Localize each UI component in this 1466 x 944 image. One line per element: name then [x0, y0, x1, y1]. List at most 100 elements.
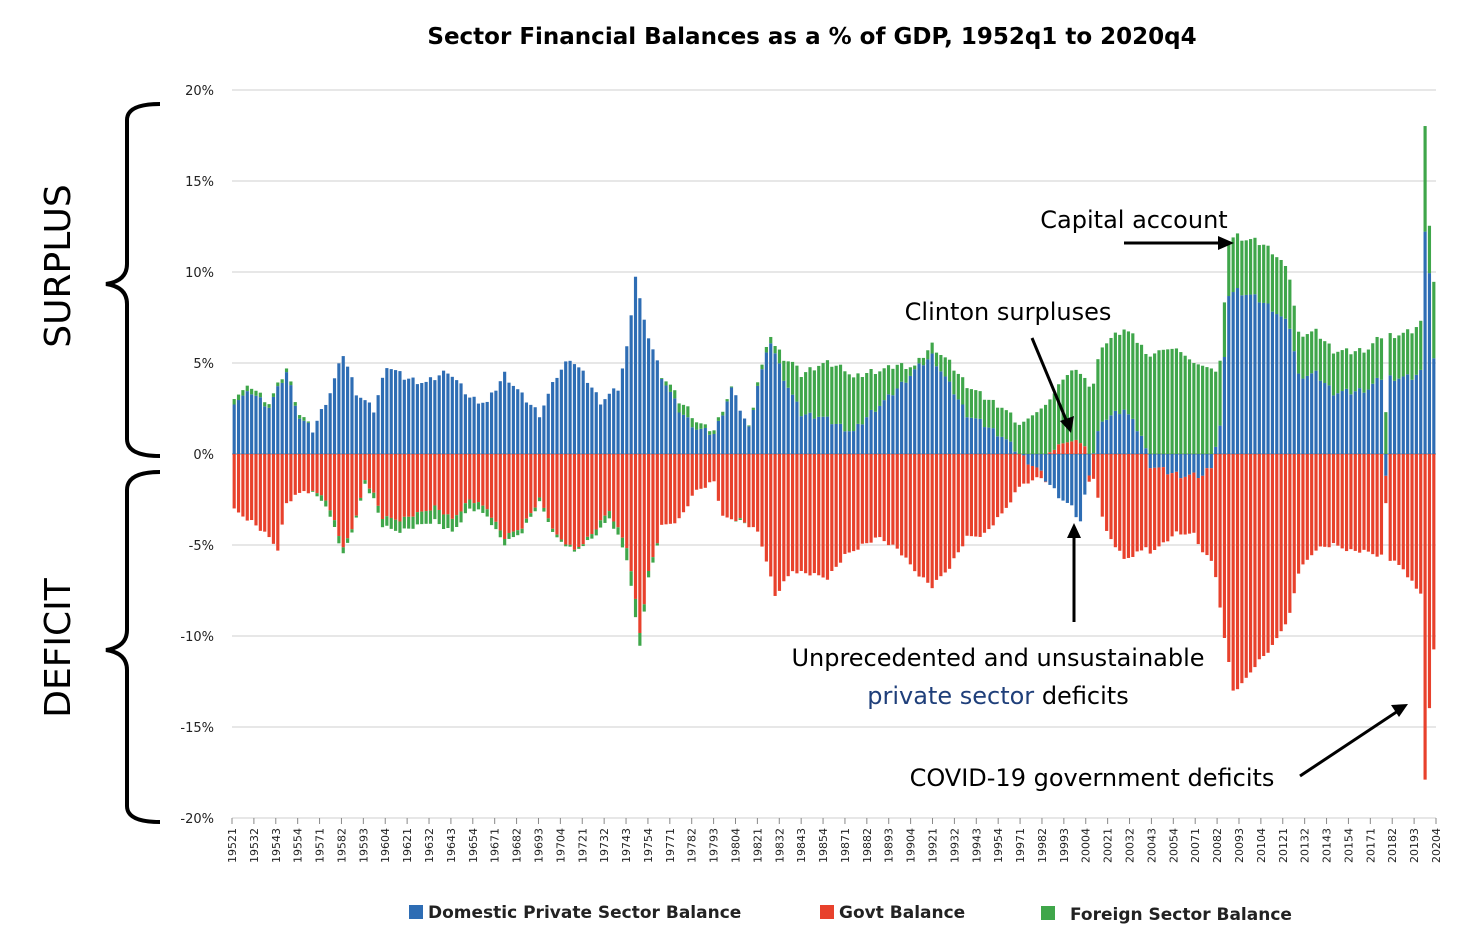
bar-foreign	[817, 365, 821, 417]
bar-foreign	[1275, 257, 1279, 315]
x-tick-label: 19904	[905, 828, 918, 863]
bar-foreign	[607, 511, 611, 519]
bar-govt	[367, 454, 371, 489]
bar-govt	[599, 454, 603, 521]
bar-private	[904, 382, 908, 454]
bar-foreign	[1013, 422, 1017, 452]
legend-swatch-govt	[820, 905, 834, 919]
bar-private	[1100, 421, 1104, 454]
bar-foreign	[777, 349, 782, 364]
bar-foreign	[852, 377, 856, 432]
legend: Domestic Private Sector Balance Govt Bal…	[409, 903, 1292, 925]
bar-foreign	[1126, 331, 1131, 415]
bar-govt	[625, 454, 629, 549]
x-tick-label: 19593	[357, 828, 370, 863]
y-tick-label: 15%	[185, 175, 214, 190]
bar-private	[1009, 441, 1013, 454]
bar-foreign	[747, 425, 751, 427]
y-tick-label: -10%	[180, 630, 214, 645]
x-tick-label: 19604	[379, 828, 392, 863]
bar-foreign	[394, 519, 398, 531]
bar-govt	[1131, 454, 1135, 557]
bar-foreign	[1231, 237, 1235, 293]
bar-private	[298, 418, 302, 454]
bar-govt	[838, 454, 843, 563]
bar-govt	[908, 454, 912, 565]
bar-foreign	[1161, 349, 1165, 454]
bar-govt	[738, 454, 742, 519]
bar-govt	[1052, 449, 1056, 454]
bar-private	[450, 376, 454, 454]
bar-foreign	[786, 361, 790, 388]
bar-foreign	[424, 511, 428, 524]
bar-foreign	[1388, 333, 1392, 376]
x-tick-label: 20004	[1080, 828, 1093, 863]
bar-foreign	[590, 534, 594, 539]
deficit-brace	[105, 470, 161, 824]
bar-private	[943, 376, 947, 454]
bar-private	[1153, 454, 1157, 468]
bar-private	[437, 375, 441, 454]
bar-foreign	[555, 534, 559, 538]
bar-govt	[1384, 475, 1388, 504]
bar-private	[961, 404, 965, 454]
bar-private	[1061, 454, 1065, 501]
bar-foreign	[1091, 383, 1096, 454]
bar-govt	[568, 454, 572, 545]
bar-private	[1406, 374, 1410, 454]
bar-govt	[804, 454, 808, 574]
legend-label-foreign: Foreign Sector Balance	[1070, 905, 1292, 925]
private-sector-deficits-annotation: private sector deficits	[867, 682, 1128, 710]
bar-govt	[1139, 454, 1144, 551]
bar-foreign	[428, 510, 433, 524]
bar-private	[1249, 294, 1253, 454]
bar-private	[1201, 454, 1205, 476]
bar-govt	[258, 454, 262, 531]
bar-private	[1000, 436, 1004, 454]
bar-foreign	[655, 543, 659, 546]
bar-govt	[402, 454, 406, 517]
bar-govt	[1109, 454, 1113, 540]
bar-foreign	[769, 336, 773, 344]
bar-foreign	[1305, 334, 1309, 376]
bar-govt	[1410, 454, 1414, 581]
x-tick-label: 20193	[1408, 828, 1421, 863]
bar-private	[756, 385, 760, 454]
bar-foreign	[1414, 327, 1418, 375]
bar-foreign	[843, 371, 847, 432]
x-tick-label: 19721	[576, 828, 589, 863]
bar-govt	[472, 454, 476, 504]
bar-govt	[306, 454, 310, 494]
bar-private	[908, 375, 912, 454]
bar-foreign	[1283, 265, 1288, 319]
bar-private	[1087, 454, 1091, 476]
bar-govt	[756, 454, 760, 532]
bar-foreign	[982, 399, 987, 428]
bar-foreign	[677, 403, 681, 413]
bar-foreign	[830, 366, 834, 425]
bar-foreign	[450, 518, 454, 532]
bar-private	[311, 432, 315, 454]
bar-private	[564, 361, 568, 454]
bar-private	[956, 399, 960, 454]
bar-govt	[673, 454, 677, 524]
bar-private	[830, 424, 834, 454]
bar-private	[250, 394, 254, 454]
bar-private	[716, 420, 720, 454]
bar-foreign	[1096, 359, 1100, 432]
bar-foreign	[939, 354, 943, 372]
bar-foreign	[367, 488, 371, 494]
bar-govt	[930, 454, 934, 589]
bar-private	[359, 397, 363, 454]
bar-govt	[642, 454, 646, 605]
bar-govt	[956, 454, 960, 553]
bar-private	[459, 383, 463, 454]
x-tick-label: 19521	[226, 828, 239, 863]
bar-foreign	[629, 571, 633, 586]
bar-foreign	[437, 509, 441, 525]
bar-foreign	[1048, 399, 1052, 453]
bar-private	[468, 397, 472, 454]
bar-private	[489, 392, 494, 454]
bar-private	[677, 412, 681, 454]
y-axis-ticks: 20% 15% 10% 5% 0% -5% -10% -15% -20%	[180, 84, 214, 827]
